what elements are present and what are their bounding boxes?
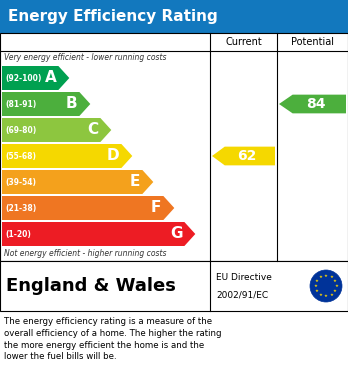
Polygon shape (279, 95, 346, 113)
Text: (1-20): (1-20) (5, 230, 31, 239)
Polygon shape (2, 118, 111, 142)
Text: ★: ★ (315, 279, 319, 283)
Text: 84: 84 (306, 97, 325, 111)
Text: C: C (87, 122, 98, 138)
Text: (21-38): (21-38) (5, 203, 36, 212)
Polygon shape (2, 92, 90, 116)
Text: Very energy efficient - lower running costs: Very energy efficient - lower running co… (4, 54, 166, 63)
Polygon shape (2, 66, 69, 90)
Polygon shape (2, 144, 132, 168)
Text: D: D (107, 149, 119, 163)
Bar (0, 33, 348, 261)
Text: F: F (151, 201, 161, 215)
Text: (92-100): (92-100) (5, 74, 41, 83)
Text: ★: ★ (319, 293, 323, 297)
Text: The energy efficiency rating is a measure of the
overall efficiency of a home. T: The energy efficiency rating is a measur… (4, 317, 221, 361)
Text: ★: ★ (315, 289, 319, 293)
Polygon shape (212, 147, 275, 165)
Text: (81-91): (81-91) (5, 99, 36, 108)
Text: G: G (170, 226, 182, 242)
Text: E: E (130, 174, 140, 190)
Bar (0, 0, 348, 33)
Text: 2002/91/EC: 2002/91/EC (216, 291, 268, 300)
Text: ★: ★ (324, 294, 328, 298)
Text: England & Wales: England & Wales (6, 277, 176, 295)
Circle shape (310, 270, 342, 302)
Text: 62: 62 (237, 149, 256, 163)
Text: ★: ★ (334, 284, 338, 288)
Text: EU Directive: EU Directive (216, 273, 272, 282)
Text: (39-54): (39-54) (5, 178, 36, 187)
Text: ★: ★ (333, 289, 337, 293)
Text: ★: ★ (324, 274, 328, 278)
Text: A: A (45, 70, 56, 86)
Text: ★: ★ (314, 284, 317, 288)
Polygon shape (2, 170, 153, 194)
Text: (55-68): (55-68) (5, 151, 36, 160)
Text: (69-80): (69-80) (5, 126, 36, 135)
Text: ★: ★ (329, 293, 333, 297)
Text: Potential: Potential (291, 37, 334, 47)
Text: ★: ★ (319, 275, 323, 279)
Text: Energy Efficiency Rating: Energy Efficiency Rating (8, 9, 218, 24)
Text: ★: ★ (329, 275, 333, 279)
Bar (0, 261, 348, 311)
Polygon shape (2, 222, 195, 246)
Text: B: B (66, 97, 77, 111)
Text: Not energy efficient - higher running costs: Not energy efficient - higher running co… (4, 249, 166, 258)
Polygon shape (2, 196, 174, 220)
Text: ★: ★ (333, 279, 337, 283)
Text: Current: Current (225, 37, 262, 47)
